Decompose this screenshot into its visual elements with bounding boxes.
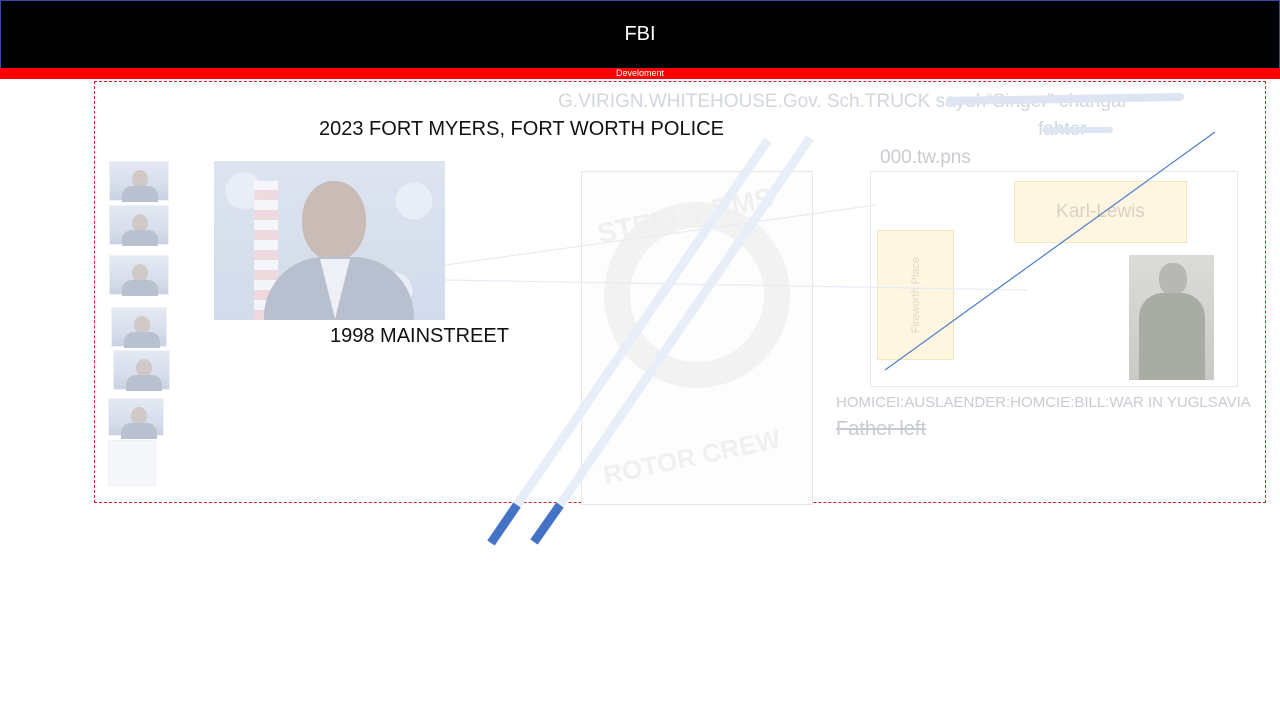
slide-title: FBI	[624, 23, 656, 45]
thumbnail-2[interactable]	[109, 205, 169, 246]
homicide-text: HOMICEI:AUSLAENDER:HOMCIE:BILL:WAR IN YU…	[836, 394, 1251, 411]
image-panel	[870, 171, 1238, 387]
diagonal-stripe-2-light	[556, 135, 814, 508]
faded-heading-line1: G.VIRIGN.WHITEHOUSE.Gov. Sch.TRUCK sayuh…	[558, 91, 1128, 112]
headline-text: 2023 FORT MYERS, FORT WORTH POLICE	[319, 118, 724, 140]
highlight-stroke-1	[946, 93, 1184, 105]
note-karl-text: Karl-Lewis	[1056, 201, 1145, 222]
thumbnail-6[interactable]	[108, 398, 164, 439]
diagonal-stripe-1-light	[513, 137, 772, 508]
diagonal-stripe-2	[530, 502, 564, 545]
thumbnail-3[interactable]	[109, 255, 169, 296]
thumbnail-5[interactable]	[113, 350, 170, 391]
red-banner: Develoment	[0, 68, 1280, 79]
thin-diagonal-line	[884, 131, 1216, 371]
soldier-photo	[1129, 255, 1214, 380]
file-label: 000.tw.pns	[880, 147, 971, 168]
diagonal-stripe-1	[487, 502, 521, 546]
connector-arrow-2	[444, 279, 1029, 291]
address-text: 1998 MAINSTREET	[330, 325, 509, 347]
note-place: Fireworth Place	[877, 230, 954, 360]
title-bar: FBI	[0, 0, 1280, 69]
banner-label: Develoment	[615, 68, 665, 78]
thumbnail-7[interactable]	[108, 440, 156, 486]
connector-arrow-1	[444, 204, 877, 266]
poster-image: STEEL ARMS ROTOR CREW	[581, 171, 813, 505]
note-karl: Karl-Lewis	[1014, 181, 1187, 243]
thumbnail-1[interactable]	[109, 161, 169, 202]
father-text: Father left	[836, 418, 927, 440]
thumbnail-4[interactable]	[111, 307, 167, 348]
portrait-photo	[214, 161, 445, 320]
